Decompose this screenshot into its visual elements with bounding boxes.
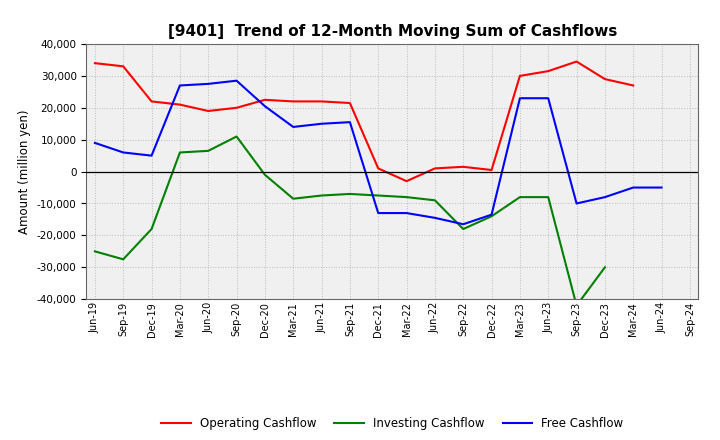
Free Cashflow bbox=[119, 150, 127, 155]
Investing Cashflow bbox=[289, 196, 297, 202]
Free Cashflow bbox=[572, 201, 581, 206]
Investing Cashflow bbox=[346, 191, 354, 197]
Free Cashflow bbox=[487, 212, 496, 217]
Operating Cashflow bbox=[233, 105, 241, 110]
Operating Cashflow bbox=[91, 60, 99, 66]
Investing Cashflow bbox=[600, 265, 609, 270]
Free Cashflow bbox=[374, 210, 382, 216]
Free Cashflow bbox=[459, 222, 467, 227]
Free Cashflow bbox=[431, 215, 439, 220]
Investing Cashflow bbox=[459, 226, 467, 231]
Operating Cashflow bbox=[600, 77, 609, 82]
Operating Cashflow bbox=[402, 179, 411, 184]
Operating Cashflow bbox=[629, 83, 637, 88]
Free Cashflow bbox=[289, 124, 297, 129]
Free Cashflow bbox=[233, 78, 241, 83]
Operating Cashflow bbox=[204, 108, 212, 114]
Investing Cashflow bbox=[431, 198, 439, 203]
Operating Cashflow bbox=[346, 100, 354, 106]
Operating Cashflow bbox=[318, 99, 326, 104]
Y-axis label: Amount (million yen): Amount (million yen) bbox=[19, 110, 32, 234]
Operating Cashflow bbox=[374, 166, 382, 171]
Free Cashflow bbox=[261, 103, 269, 109]
Free Cashflow bbox=[346, 120, 354, 125]
Investing Cashflow bbox=[148, 226, 156, 231]
Investing Cashflow bbox=[487, 214, 496, 219]
Investing Cashflow bbox=[176, 150, 184, 155]
Operating Cashflow bbox=[459, 164, 467, 169]
Investing Cashflow bbox=[402, 194, 411, 200]
Operating Cashflow bbox=[261, 97, 269, 103]
Line: Operating Cashflow: Operating Cashflow bbox=[95, 62, 633, 181]
Line: Investing Cashflow: Investing Cashflow bbox=[95, 136, 605, 306]
Investing Cashflow bbox=[204, 148, 212, 154]
Free Cashflow bbox=[402, 210, 411, 216]
Legend: Operating Cashflow, Investing Cashflow, Free Cashflow: Operating Cashflow, Investing Cashflow, … bbox=[156, 412, 629, 435]
Free Cashflow bbox=[657, 185, 666, 190]
Investing Cashflow bbox=[572, 303, 581, 308]
Free Cashflow bbox=[176, 83, 184, 88]
Operating Cashflow bbox=[487, 167, 496, 172]
Free Cashflow bbox=[516, 95, 524, 101]
Operating Cashflow bbox=[572, 59, 581, 64]
Operating Cashflow bbox=[176, 102, 184, 107]
Operating Cashflow bbox=[431, 166, 439, 171]
Free Cashflow bbox=[629, 185, 637, 190]
Free Cashflow bbox=[204, 81, 212, 87]
Title: [9401]  Trend of 12-Month Moving Sum of Cashflows: [9401] Trend of 12-Month Moving Sum of C… bbox=[168, 24, 617, 39]
Free Cashflow bbox=[148, 153, 156, 158]
Investing Cashflow bbox=[374, 193, 382, 198]
Investing Cashflow bbox=[119, 257, 127, 262]
Investing Cashflow bbox=[516, 194, 524, 200]
Investing Cashflow bbox=[233, 134, 241, 139]
Investing Cashflow bbox=[91, 249, 99, 254]
Investing Cashflow bbox=[261, 172, 269, 177]
Free Cashflow bbox=[91, 140, 99, 146]
Free Cashflow bbox=[318, 121, 326, 126]
Operating Cashflow bbox=[516, 73, 524, 78]
Free Cashflow bbox=[544, 95, 552, 101]
Line: Free Cashflow: Free Cashflow bbox=[95, 81, 662, 224]
Operating Cashflow bbox=[544, 69, 552, 74]
Operating Cashflow bbox=[289, 99, 297, 104]
Operating Cashflow bbox=[148, 99, 156, 104]
Investing Cashflow bbox=[544, 194, 552, 200]
Investing Cashflow bbox=[318, 193, 326, 198]
Operating Cashflow bbox=[119, 64, 127, 69]
Free Cashflow bbox=[600, 194, 609, 200]
